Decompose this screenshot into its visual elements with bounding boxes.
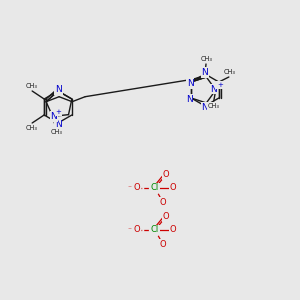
Text: CH₃: CH₃ — [25, 83, 37, 89]
Text: +: + — [56, 109, 61, 115]
Text: CH₃: CH₃ — [25, 125, 37, 131]
Text: Cl: Cl — [151, 184, 159, 193]
Text: N: N — [202, 103, 208, 112]
Text: N: N — [187, 79, 194, 88]
Text: CH₃: CH₃ — [51, 129, 63, 135]
Text: N: N — [56, 85, 62, 94]
Text: ⁻: ⁻ — [128, 184, 131, 193]
Text: O: O — [163, 212, 169, 221]
Text: N: N — [55, 120, 62, 129]
Text: CH₃: CH₃ — [208, 103, 220, 109]
Text: O: O — [170, 226, 176, 235]
Text: N: N — [50, 112, 57, 121]
Text: O: O — [160, 240, 166, 249]
Text: ⁻: ⁻ — [128, 226, 131, 235]
Text: Cl: Cl — [151, 226, 159, 235]
Text: N: N — [210, 85, 217, 94]
Text: O: O — [170, 184, 176, 193]
Text: N: N — [202, 68, 208, 77]
Text: N: N — [55, 85, 62, 94]
Text: O: O — [133, 226, 140, 235]
Text: O: O — [133, 184, 140, 193]
Text: CH₃: CH₃ — [224, 69, 236, 75]
Text: N: N — [186, 94, 193, 103]
Text: CH₃: CH₃ — [201, 56, 213, 62]
Text: O: O — [163, 170, 169, 179]
Text: O: O — [160, 198, 166, 207]
Text: +: + — [217, 82, 223, 88]
